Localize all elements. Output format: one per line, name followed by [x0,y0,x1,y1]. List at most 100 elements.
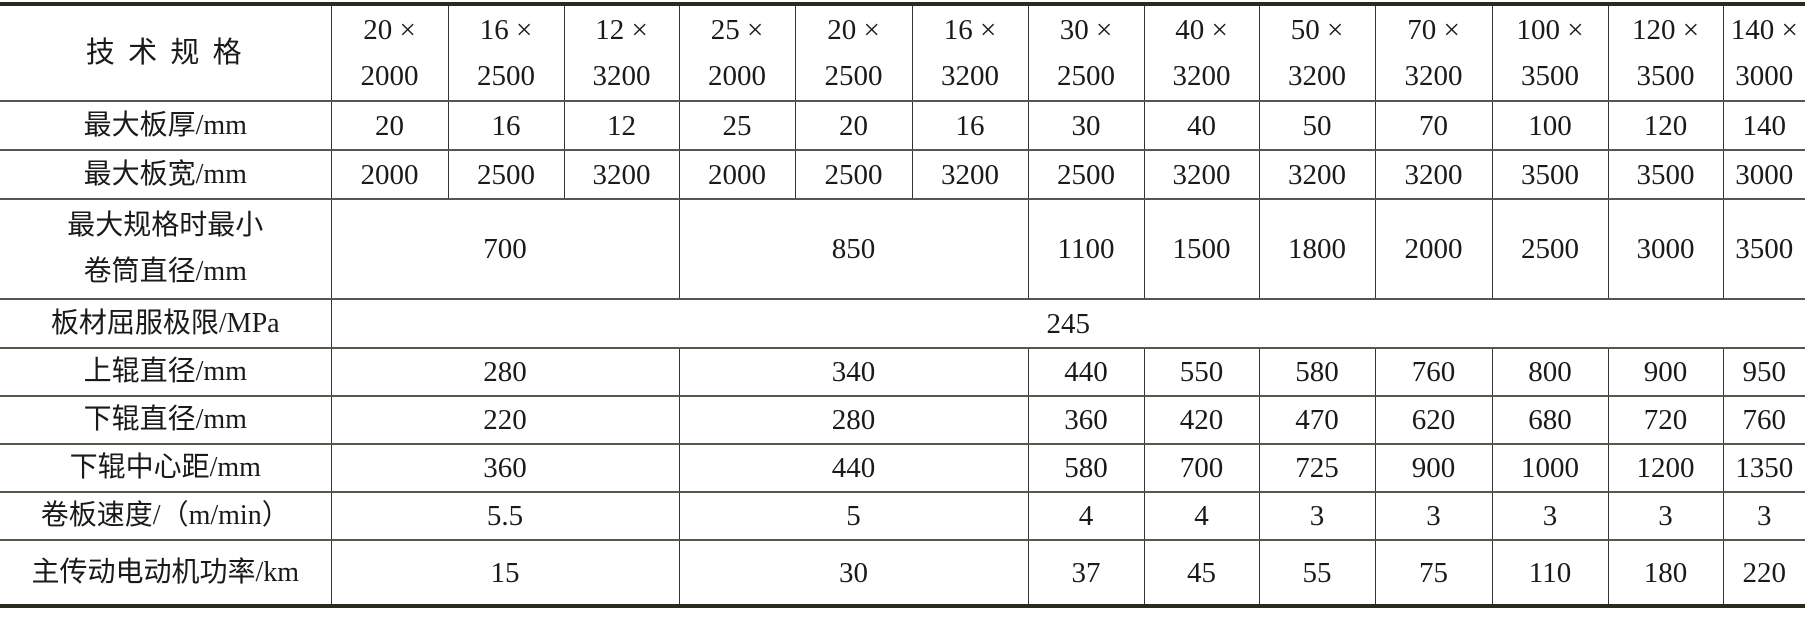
value-cell: 440 [679,444,1028,492]
row-label: 最大板厚/mm [0,101,331,150]
value-cell: 340 [679,348,1028,396]
value-cell: 4 [1144,492,1259,540]
spec-line: 2500 [796,53,912,99]
spec-line: 100 × [1493,7,1608,53]
spec-header-cell: 16 ×2500 [448,4,564,101]
value-cell: 220 [1723,540,1805,606]
value-cell: 140 [1723,101,1805,150]
row-label: 下辊直径/mm [0,396,331,444]
value-cell: 3000 [1723,150,1805,199]
value-cell: 30 [1028,101,1144,150]
value-cell: 45 [1144,540,1259,606]
value-cell: 37 [1028,540,1144,606]
spec-header-cell: 25 ×2000 [679,4,795,101]
value-cell: 700 [331,199,679,299]
spec-header-cell: 20 ×2000 [331,4,448,101]
value-cell: 2000 [679,150,795,199]
value-cell: 3 [1608,492,1723,540]
spec-header-cell: 16 ×3200 [912,4,1028,101]
value-cell: 360 [331,444,679,492]
spec-header-cell: 50 ×3200 [1259,4,1375,101]
value-cell: 3200 [1259,150,1375,199]
value-cell: 75 [1375,540,1492,606]
spec-header-cell: 12 ×3200 [564,4,679,101]
value-cell: 5 [679,492,1028,540]
value-cell: 20 [795,101,912,150]
label-line: 最大规格时最小 [0,203,331,249]
value-cell: 2500 [448,150,564,199]
row-label: 板材屈服极限/MPa [0,299,331,348]
spec-line: 16 × [449,7,564,53]
value-cell: 50 [1259,101,1375,150]
value-cell: 580 [1028,444,1144,492]
spec-line: 25 × [680,7,795,53]
value-cell: 280 [331,348,679,396]
value-cell: 2000 [331,150,448,199]
spec-line: 20 × [332,7,448,53]
spec-line: 3500 [1609,53,1723,99]
value-cell: 1800 [1259,199,1375,299]
spec-line: 140 × [1724,7,1805,53]
value-cell: 550 [1144,348,1259,396]
spec-line: 20 × [796,7,912,53]
value-cell: 3 [1492,492,1608,540]
value-cell: 360 [1028,396,1144,444]
spec-header-cell: 30 ×2500 [1028,4,1144,101]
label-line: 卷筒直径/mm [0,249,331,295]
value-cell: 3 [1259,492,1375,540]
value-cell: 100 [1492,101,1608,150]
value-cell: 5.5 [331,492,679,540]
value-cell: 2500 [795,150,912,199]
value-cell: 3 [1375,492,1492,540]
value-cell: 3000 [1608,199,1723,299]
spec-header-cell: 140 ×3000 [1723,4,1805,101]
row-label: 卷板速度/（m/min） [0,492,331,540]
spec-line: 2500 [449,53,564,99]
value-cell: 800 [1492,348,1608,396]
value-cell: 620 [1375,396,1492,444]
value-cell: 3200 [564,150,679,199]
spec-line: 3200 [1260,53,1375,99]
row-label: 主传动电动机功率/km [0,540,331,606]
header-label: 技 术 规 格 [0,4,331,101]
spec-line: 3200 [1145,53,1259,99]
value-cell: 2500 [1028,150,1144,199]
spec-header-cell: 40 ×3200 [1144,4,1259,101]
value-cell: 70 [1375,101,1492,150]
spec-line: 3200 [1376,53,1492,99]
value-cell: 1100 [1028,199,1144,299]
value-cell: 20 [331,101,448,150]
value-cell: 3500 [1723,199,1805,299]
value-cell: 15 [331,540,679,606]
spec-header-cell: 100 ×3500 [1492,4,1608,101]
spec-line: 2500 [1029,53,1144,99]
value-cell: 245 [331,299,1805,348]
value-cell: 900 [1608,348,1723,396]
spec-line: 30 × [1029,7,1144,53]
value-cell: 3200 [1375,150,1492,199]
value-cell: 760 [1375,348,1492,396]
value-cell: 440 [1028,348,1144,396]
value-cell: 3500 [1608,150,1723,199]
value-cell: 16 [448,101,564,150]
spec-line: 40 × [1145,7,1259,53]
spec-line: 120 × [1609,7,1723,53]
spec-header-cell: 70 ×3200 [1375,4,1492,101]
spec-line: 3200 [565,53,679,99]
spec-line: 2000 [680,53,795,99]
value-cell: 850 [679,199,1028,299]
value-cell: 700 [1144,444,1259,492]
value-cell: 110 [1492,540,1608,606]
value-cell: 1350 [1723,444,1805,492]
value-cell: 900 [1375,444,1492,492]
value-cell: 1500 [1144,199,1259,299]
value-cell: 470 [1259,396,1375,444]
value-cell: 1000 [1492,444,1608,492]
spec-line: 50 × [1260,7,1375,53]
value-cell: 12 [564,101,679,150]
